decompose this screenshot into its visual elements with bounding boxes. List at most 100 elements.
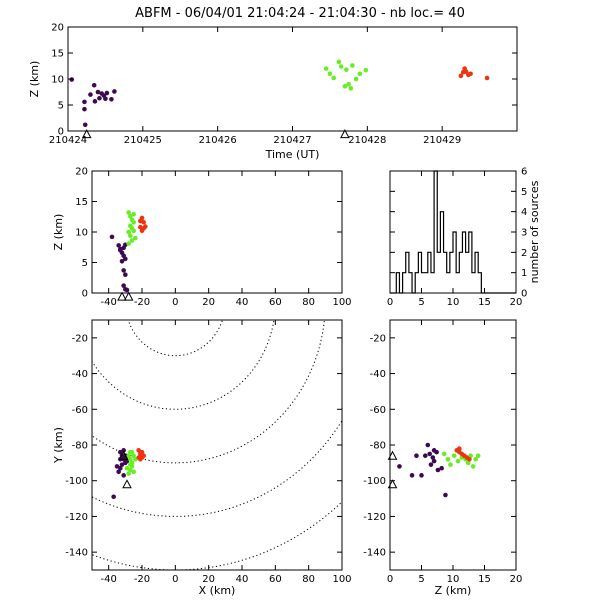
source-point-purple — [409, 473, 415, 478]
x-tick-label: 210428 — [348, 135, 386, 146]
source-point-red — [139, 215, 145, 221]
source-point-purple — [397, 464, 402, 469]
x-tick-label: 0 — [172, 297, 178, 308]
x-tick-label: 20 — [510, 297, 523, 308]
range-contour — [92, 320, 325, 464]
source-point-purple — [439, 465, 444, 471]
source-point-purple — [116, 469, 121, 475]
source-point-red — [141, 219, 146, 225]
y-tick-label: -80 — [72, 441, 88, 452]
plot-frame — [389, 319, 517, 571]
y-tick-label: -80 — [370, 441, 386, 452]
source-point-green — [126, 241, 131, 246]
source-point-green — [124, 465, 130, 471]
station-triangle — [122, 479, 132, 489]
source-point-green — [126, 210, 131, 215]
x-tick-label: 210429 — [423, 135, 461, 146]
source-point-green — [348, 86, 354, 91]
source-point-purple — [123, 256, 128, 262]
y-tick-label: 15 — [51, 49, 64, 60]
source-point-purple — [97, 95, 102, 101]
source-point-red — [484, 75, 490, 81]
source-point-green — [331, 75, 336, 81]
histogram-step — [390, 170, 516, 294]
x-tick-label: 5 — [418, 297, 424, 308]
source-point-red — [136, 455, 141, 460]
station-triangle — [117, 291, 127, 301]
source-point-green — [338, 64, 344, 69]
y-axis-label: Y (km) — [52, 427, 65, 464]
source-point-purple — [435, 467, 441, 473]
source-point-green — [126, 471, 131, 476]
source-point-red — [458, 73, 464, 79]
y-tick-label: 6 — [521, 167, 527, 178]
x-tick-label: 10 — [447, 574, 460, 585]
source-point-green — [353, 76, 359, 82]
source-point-purple — [103, 96, 108, 102]
station-triangle — [387, 450, 398, 460]
source-point-green — [126, 229, 131, 235]
x-tick-label: 15 — [478, 574, 491, 585]
x-tick-label: -40 — [100, 297, 116, 308]
y-tick-label: -40 — [370, 369, 386, 380]
y-tick-label: -40 — [72, 369, 88, 380]
y-tick-label: 20 — [51, 23, 64, 34]
source-point-green — [128, 449, 133, 455]
x-tick-label: 60 — [269, 297, 282, 308]
y-tick-label: -140 — [363, 548, 386, 559]
x-tick-label: 40 — [236, 574, 249, 585]
source-point-red — [141, 453, 146, 459]
source-point-purple — [112, 89, 117, 94]
source-point-purple — [109, 96, 114, 102]
source-point-green — [131, 453, 136, 459]
y-tick-label: 5 — [82, 258, 88, 269]
panels: 210424 210425 210426 210427 210428 2104290510… — [28, 23, 541, 598]
source-point-purple — [443, 492, 448, 498]
source-point-green — [344, 67, 349, 72]
source-point-green — [131, 228, 136, 234]
y-tick-label: 4 — [521, 207, 527, 218]
source-point-green — [468, 453, 473, 459]
points-group — [397, 442, 481, 498]
source-point-red — [468, 71, 473, 77]
x-tick-label: 5 — [418, 574, 424, 585]
source-point-green — [445, 456, 451, 462]
source-point-purple — [430, 455, 436, 460]
x-tick-label: 80 — [302, 574, 315, 585]
y-tick-label: 10 — [75, 228, 88, 239]
source-point-purple — [427, 451, 432, 457]
source-point-green — [128, 462, 133, 467]
x-axis-label: Time (UT) — [265, 148, 320, 161]
contour-group — [92, 320, 342, 570]
source-point-red — [139, 449, 145, 455]
x-tick-label: 210426 — [199, 135, 237, 146]
x-tick-label: 0 — [172, 574, 178, 585]
y-tick-label: -60 — [72, 405, 88, 416]
figure-title: ABFM - 06/04/01 21:04:24 - 21:04:30 - nb… — [135, 6, 465, 21]
source-point-green — [327, 71, 333, 77]
y-tick-label: -100 — [363, 476, 386, 487]
source-point-green — [475, 453, 481, 459]
y-tick-label: 5 — [521, 187, 527, 198]
source-point-red — [467, 456, 472, 462]
panel-x-y: -40 -20 0 20 40 60 80 100 -140 -120 -100 -80 -60 -40 -… — [52, 319, 352, 597]
plot-frame — [67, 26, 518, 132]
x-tick-label: 0 — [387, 297, 393, 308]
x-tick-label: 100 — [332, 574, 351, 585]
source-point-purple — [82, 106, 87, 112]
source-point-purple — [118, 248, 123, 253]
source-point-purple — [88, 92, 93, 97]
y-tick-label: -60 — [370, 405, 386, 416]
station-triangle — [387, 479, 398, 489]
y-tick-label: 0 — [521, 289, 527, 300]
source-point-purple — [121, 268, 126, 273]
station-triangle — [81, 129, 92, 139]
source-point-green — [455, 458, 461, 464]
source-point-green — [350, 63, 355, 68]
source-point-green — [465, 460, 471, 466]
source-point-purple — [104, 90, 110, 96]
y-tick-label: 1 — [521, 268, 527, 279]
y-tick-label: -20 — [72, 333, 88, 344]
